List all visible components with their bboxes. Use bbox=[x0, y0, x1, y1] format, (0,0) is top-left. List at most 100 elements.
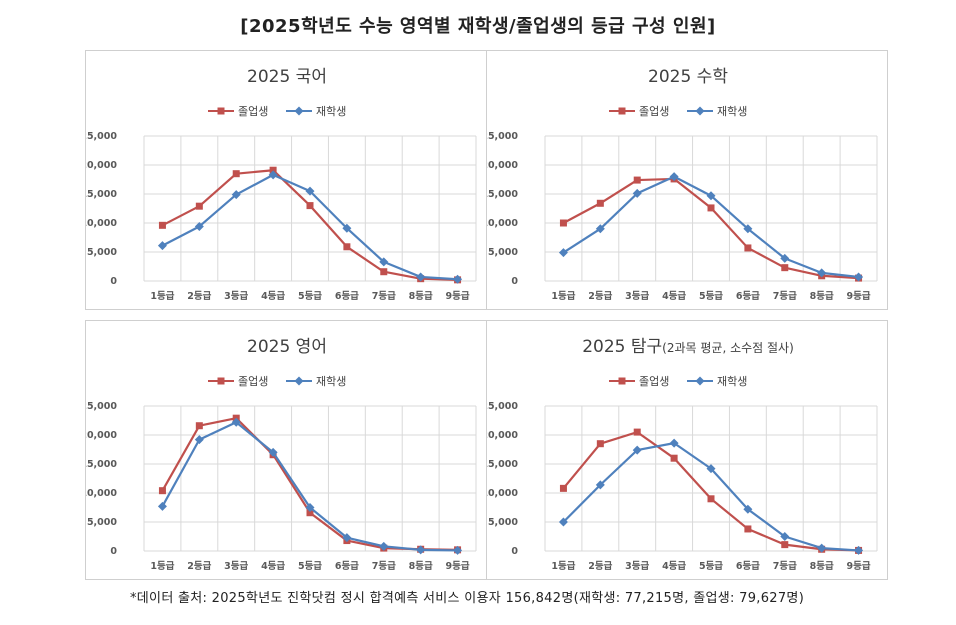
data-point bbox=[780, 532, 790, 541]
series-line bbox=[161, 421, 458, 552]
data-point bbox=[559, 219, 567, 227]
chart-title-main: 2025 수학 bbox=[648, 67, 728, 87]
data-point bbox=[633, 176, 641, 184]
data-point bbox=[158, 487, 166, 495]
x-tick-label: 1등급 bbox=[551, 291, 575, 302]
x-tick-label: 6등급 bbox=[736, 561, 760, 572]
data-point bbox=[195, 422, 203, 430]
data-point bbox=[268, 447, 278, 457]
data-point bbox=[158, 221, 166, 229]
legend-item: 재학생 bbox=[687, 375, 747, 388]
data-point bbox=[781, 264, 789, 272]
x-tick-label: 5등급 bbox=[298, 291, 322, 302]
x-tick-label: 8등급 bbox=[810, 561, 834, 572]
legend-item: 졸업생 bbox=[208, 375, 268, 388]
x-tick-label: 2등급 bbox=[187, 291, 211, 302]
data-point bbox=[157, 241, 167, 251]
x-tick-label: 4등급 bbox=[261, 291, 285, 302]
y-tick-label: 5,000 bbox=[488, 517, 518, 528]
x-tick-label: 8등급 bbox=[810, 291, 834, 302]
legend-marker bbox=[618, 107, 626, 115]
data-point bbox=[670, 454, 678, 462]
x-tick-label: 3등급 bbox=[625, 291, 649, 302]
data-point bbox=[707, 204, 715, 212]
footnote: *데이터 출처: 2025학년도 진학닷컴 정시 합격예측 서비스 이용자 15… bbox=[130, 591, 805, 606]
data-point bbox=[157, 501, 167, 511]
data-point bbox=[306, 509, 314, 517]
data-point bbox=[706, 464, 716, 474]
chart-title: 2025 탐구(2과목 평균, 소수점 절사) bbox=[582, 337, 794, 357]
series-line bbox=[161, 417, 458, 551]
y-tick-label: 5,000 bbox=[488, 247, 518, 258]
data-point bbox=[416, 272, 426, 282]
series-line bbox=[562, 430, 859, 552]
legend-marker bbox=[217, 107, 225, 115]
x-tick-label: 5등급 bbox=[699, 291, 723, 302]
legend-item: 졸업생 bbox=[609, 375, 669, 388]
y-tick-label: 10,000 bbox=[487, 488, 518, 499]
x-tick-label: 4등급 bbox=[261, 561, 285, 572]
y-tick-label: 25,000 bbox=[86, 131, 117, 142]
legend-label: 재학생 bbox=[717, 105, 747, 118]
data-point bbox=[817, 268, 827, 278]
legend-item: 재학생 bbox=[286, 375, 346, 388]
x-tick-label: 4등급 bbox=[662, 561, 686, 572]
x-tick-label: 1등급 bbox=[150, 291, 174, 302]
legend-item: 재학생 bbox=[687, 105, 747, 118]
chart-title-main: 2025 국어 bbox=[247, 67, 327, 87]
data-point bbox=[669, 438, 679, 448]
y-tick-label: 20,000 bbox=[487, 430, 518, 441]
x-tick-label: 6등급 bbox=[335, 561, 359, 572]
data-point bbox=[231, 190, 241, 200]
x-tick-label: 9등급 bbox=[446, 291, 470, 302]
data-point bbox=[380, 268, 388, 276]
data-point bbox=[596, 440, 604, 448]
data-point bbox=[343, 243, 351, 251]
legend-label: 졸업생 bbox=[639, 105, 669, 118]
page-title: [2025학년도 수능 영역별 재학생/졸업생의 등급 구성 인원] bbox=[240, 16, 716, 37]
data-point bbox=[633, 428, 641, 436]
data-point bbox=[744, 244, 752, 252]
y-tick-label: 15,000 bbox=[487, 459, 518, 470]
chart-title: 2025 수학 bbox=[648, 67, 728, 87]
y-tick-label: 10,000 bbox=[86, 218, 117, 229]
data-point bbox=[194, 435, 204, 445]
data-point bbox=[632, 445, 642, 455]
legend-label: 졸업생 bbox=[238, 105, 268, 118]
x-tick-label: 3등급 bbox=[625, 561, 649, 572]
data-point bbox=[231, 417, 241, 427]
legend-marker bbox=[294, 106, 304, 116]
data-point bbox=[558, 248, 568, 258]
legend-marker bbox=[294, 376, 304, 386]
chart-title-main: 2025 탐구 bbox=[582, 337, 662, 357]
data-point bbox=[632, 188, 642, 198]
y-tick-label: 15,000 bbox=[487, 189, 518, 200]
data-point bbox=[743, 224, 753, 234]
x-tick-label: 1등급 bbox=[551, 561, 575, 572]
legend-label: 재학생 bbox=[717, 375, 747, 388]
data-point bbox=[379, 257, 389, 267]
x-tick-label: 7등급 bbox=[773, 561, 797, 572]
y-tick-label: 0 bbox=[511, 276, 518, 287]
y-tick-label: 0 bbox=[110, 546, 117, 557]
data-point bbox=[232, 170, 240, 178]
data-point bbox=[706, 191, 716, 201]
data-point bbox=[596, 199, 604, 207]
x-tick-label: 6등급 bbox=[736, 291, 760, 302]
x-tick-label: 2등급 bbox=[588, 561, 612, 572]
y-tick-label: 10,000 bbox=[86, 488, 117, 499]
data-point bbox=[595, 480, 605, 490]
data-point bbox=[854, 545, 864, 555]
y-tick-label: 15,000 bbox=[86, 459, 117, 470]
y-tick-label: 5,000 bbox=[87, 517, 117, 528]
x-tick-label: 8등급 bbox=[409, 561, 433, 572]
x-tick-label: 2등급 bbox=[187, 561, 211, 572]
legend-label: 재학생 bbox=[316, 375, 346, 388]
legend-item: 졸업생 bbox=[609, 105, 669, 118]
data-point bbox=[558, 517, 568, 527]
data-point bbox=[305, 186, 315, 196]
data-point bbox=[781, 541, 789, 549]
